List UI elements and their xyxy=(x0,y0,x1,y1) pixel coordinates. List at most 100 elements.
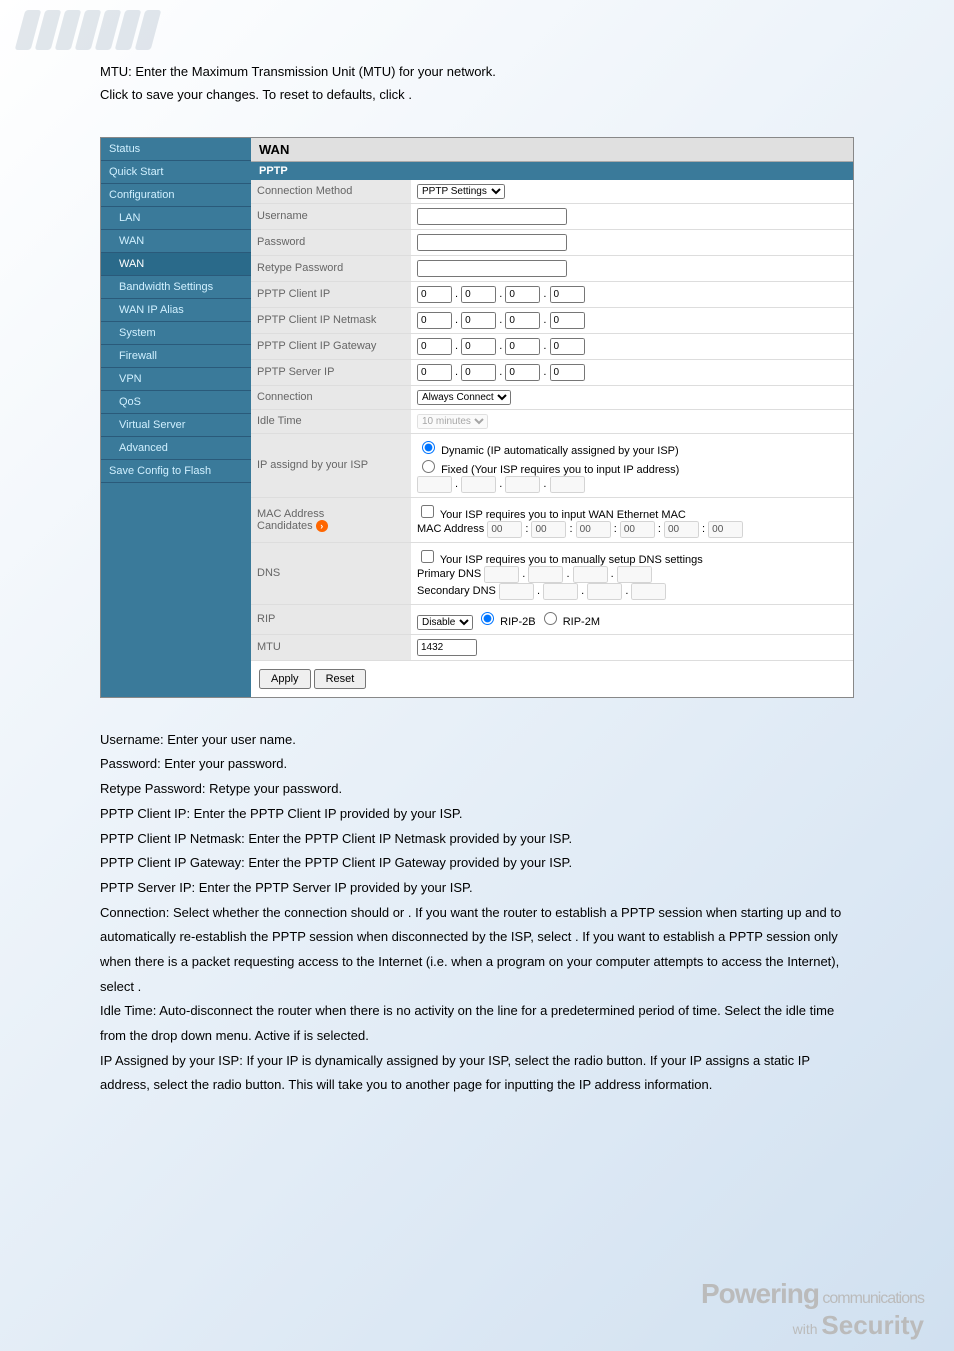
dns-checkbox-label[interactable]: Your ISP requires you to manually setup … xyxy=(417,554,703,566)
label-dns: DNS xyxy=(251,542,411,604)
sidebar-item-lan[interactable]: LAN xyxy=(101,207,251,230)
sidebar-item-status[interactable]: Status xyxy=(101,138,251,161)
doc-connection: Connection: Select whether the connectio… xyxy=(100,901,854,1000)
mac-octet xyxy=(531,521,566,538)
label-password: Password xyxy=(251,229,411,255)
sidebar-item-system[interactable]: System xyxy=(101,322,251,345)
ip-octet[interactable] xyxy=(550,312,585,329)
ip-octet[interactable] xyxy=(505,312,540,329)
pptp-netmask-fields: . . . xyxy=(411,307,853,333)
ip-octet xyxy=(505,476,540,493)
radio-fixed[interactable] xyxy=(422,460,435,473)
sidebar-item-quickstart[interactable]: Quick Start xyxy=(101,161,251,184)
dns-checkbox[interactable] xyxy=(421,550,434,563)
ip-octet[interactable] xyxy=(550,364,585,381)
ip-octet[interactable] xyxy=(550,338,585,355)
candidates-link[interactable]: Candidates › xyxy=(257,520,328,532)
radio-rip2b-label[interactable]: RIP-2B xyxy=(476,616,536,628)
sidebar-item-wanipalias[interactable]: WAN IP Alias xyxy=(101,299,251,322)
retype-password-input[interactable] xyxy=(417,260,567,277)
sidebar-item-bandwidth[interactable]: Bandwidth Settings xyxy=(101,276,251,299)
ip-octet[interactable] xyxy=(461,286,496,303)
sidebar-item-advanced[interactable]: Advanced xyxy=(101,437,251,460)
ip-octet[interactable] xyxy=(550,286,585,303)
doc-pptp-server: PPTP Server IP: Enter the PPTP Server IP… xyxy=(100,876,854,901)
dns-octet xyxy=(573,566,608,583)
radio-rip2m-label[interactable]: RIP-2M xyxy=(539,616,600,628)
mac-octet xyxy=(664,521,699,538)
ip-octet[interactable] xyxy=(417,364,452,381)
radio-dynamic[interactable] xyxy=(422,441,435,454)
radio-fixed-label[interactable]: Fixed (Your ISP requires you to input IP… xyxy=(417,464,679,476)
doc-retype: Retype Password: Retype your password. xyxy=(100,777,854,802)
label-pptp-gateway: PPTP Client IP Gateway xyxy=(251,333,411,359)
dns-fields: Your ISP requires you to manually setup … xyxy=(411,542,853,604)
radio-rip2b[interactable] xyxy=(481,612,494,625)
ip-octet[interactable] xyxy=(461,338,496,355)
rip-select[interactable]: Disable xyxy=(417,615,473,630)
doc-pptp-client-ip: PPTP Client IP: Enter the PPTP Client IP… xyxy=(100,802,854,827)
sidebar-item-configuration[interactable]: Configuration xyxy=(101,184,251,207)
candidates-icon: › xyxy=(316,520,328,532)
sidebar-item-vpn[interactable]: VPN xyxy=(101,368,251,391)
label-pptp-server: PPTP Server IP xyxy=(251,359,411,385)
ip-octet[interactable] xyxy=(461,364,496,381)
ip-octet[interactable] xyxy=(417,312,452,329)
dns-octet xyxy=(484,566,519,583)
doc-username: Username: Enter your user name. xyxy=(100,728,854,753)
sidebar-item-qos[interactable]: QoS xyxy=(101,391,251,414)
config-form-table: Connection Method PPTP Settings Username… xyxy=(251,180,853,661)
ip-octet[interactable] xyxy=(417,286,452,303)
label-retype-password: Retype Password xyxy=(251,255,411,281)
mac-fields: Your ISP requires you to input WAN Ether… xyxy=(411,497,853,542)
dns-octet xyxy=(543,583,578,600)
dns-octet xyxy=(499,583,534,600)
ip-octet[interactable] xyxy=(505,338,540,355)
mac-octet xyxy=(708,521,743,538)
password-input[interactable] xyxy=(417,234,567,251)
apply-button[interactable]: Apply xyxy=(259,669,311,689)
documentation-text: Username: Enter your user name. Password… xyxy=(0,718,954,1108)
sidebar-item-wan[interactable]: WAN xyxy=(101,230,251,253)
ip-octet[interactable] xyxy=(505,364,540,381)
main-panel: WAN PPTP Connection Method PPTP Settings… xyxy=(251,138,853,697)
ip-assigned-options: Dynamic (IP automatically assigned by yo… xyxy=(411,433,853,497)
ip-octet[interactable] xyxy=(505,286,540,303)
username-input[interactable] xyxy=(417,208,567,225)
footer-line1: Powering communications xyxy=(701,1278,924,1310)
router-config-ui: Status Quick Start Configuration LAN WAN… xyxy=(100,137,854,698)
doc-ip-assigned: IP Assigned by your ISP: If your IP is d… xyxy=(100,1049,854,1098)
ip-octet[interactable] xyxy=(461,312,496,329)
connection-method-select[interactable]: PPTP Settings xyxy=(417,184,505,199)
label-connection-method: Connection Method xyxy=(251,180,411,204)
mac-octet xyxy=(487,521,522,538)
sidebar-item-saveconfig[interactable]: Save Config to Flash xyxy=(101,460,251,483)
label-connection: Connection xyxy=(251,385,411,409)
panel-subtitle: PPTP xyxy=(251,162,853,180)
dns-octet xyxy=(587,583,622,600)
sidebar-item-wan-sub[interactable]: WAN xyxy=(101,253,251,276)
sidebar-item-firewall[interactable]: Firewall xyxy=(101,345,251,368)
radio-dynamic-label[interactable]: Dynamic (IP automatically assigned by yo… xyxy=(417,445,679,457)
mac-checkbox[interactable] xyxy=(421,505,434,518)
logo-area xyxy=(0,0,954,60)
logo-stripes xyxy=(20,10,156,50)
reset-button[interactable]: Reset xyxy=(314,669,367,689)
ip-octet xyxy=(550,476,585,493)
label-idle-time: Idle Time xyxy=(251,409,411,433)
ip-octet[interactable] xyxy=(417,338,452,355)
ip-octet xyxy=(417,476,452,493)
idle-time-select[interactable]: 10 minutes xyxy=(417,414,488,429)
mac-octet xyxy=(576,521,611,538)
pptp-server-fields: . . . xyxy=(411,359,853,385)
mac-checkbox-label[interactable]: Your ISP requires you to input WAN Ether… xyxy=(417,509,686,521)
mtu-input[interactable] xyxy=(417,639,477,656)
dns-octet xyxy=(528,566,563,583)
sidebar-item-virtualserver[interactable]: Virtual Server xyxy=(101,414,251,437)
label-ip-assigned: IP assignd by your ISP xyxy=(251,433,411,497)
connection-select[interactable]: Always Connect xyxy=(417,390,511,405)
ip-octet xyxy=(461,476,496,493)
label-pptp-client-ip: PPTP Client IP xyxy=(251,281,411,307)
radio-rip2m[interactable] xyxy=(544,612,557,625)
mtu-description: MTU: Enter the Maximum Transmission Unit… xyxy=(100,60,854,83)
